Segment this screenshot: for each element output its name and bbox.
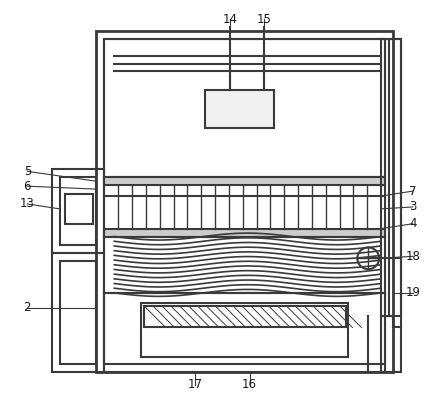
Text: 7: 7 (409, 185, 416, 198)
Text: 4: 4 (409, 217, 416, 230)
Text: 13: 13 (20, 197, 35, 210)
Text: 14: 14 (222, 13, 237, 26)
Text: 17: 17 (188, 378, 203, 391)
Text: 3: 3 (409, 201, 416, 214)
Text: 19: 19 (405, 286, 420, 299)
Text: 2: 2 (23, 301, 31, 314)
Text: 6: 6 (23, 180, 31, 193)
Bar (65, 194, 93, 224)
Bar (144, 306, 346, 327)
Bar (105, 177, 385, 185)
Bar (52, 169, 105, 253)
Text: 16: 16 (242, 378, 257, 391)
Bar (381, 39, 401, 372)
Bar (389, 39, 401, 316)
Text: 18: 18 (405, 250, 420, 263)
Bar (141, 303, 349, 357)
Text: 5: 5 (23, 165, 31, 178)
Bar (105, 39, 385, 177)
Bar (105, 39, 385, 364)
Bar (205, 90, 274, 128)
Bar (60, 177, 97, 245)
Bar (105, 229, 385, 236)
Bar (60, 261, 97, 364)
Bar (52, 253, 105, 372)
Bar (105, 293, 385, 372)
Bar (97, 31, 393, 372)
Text: 15: 15 (257, 13, 272, 26)
